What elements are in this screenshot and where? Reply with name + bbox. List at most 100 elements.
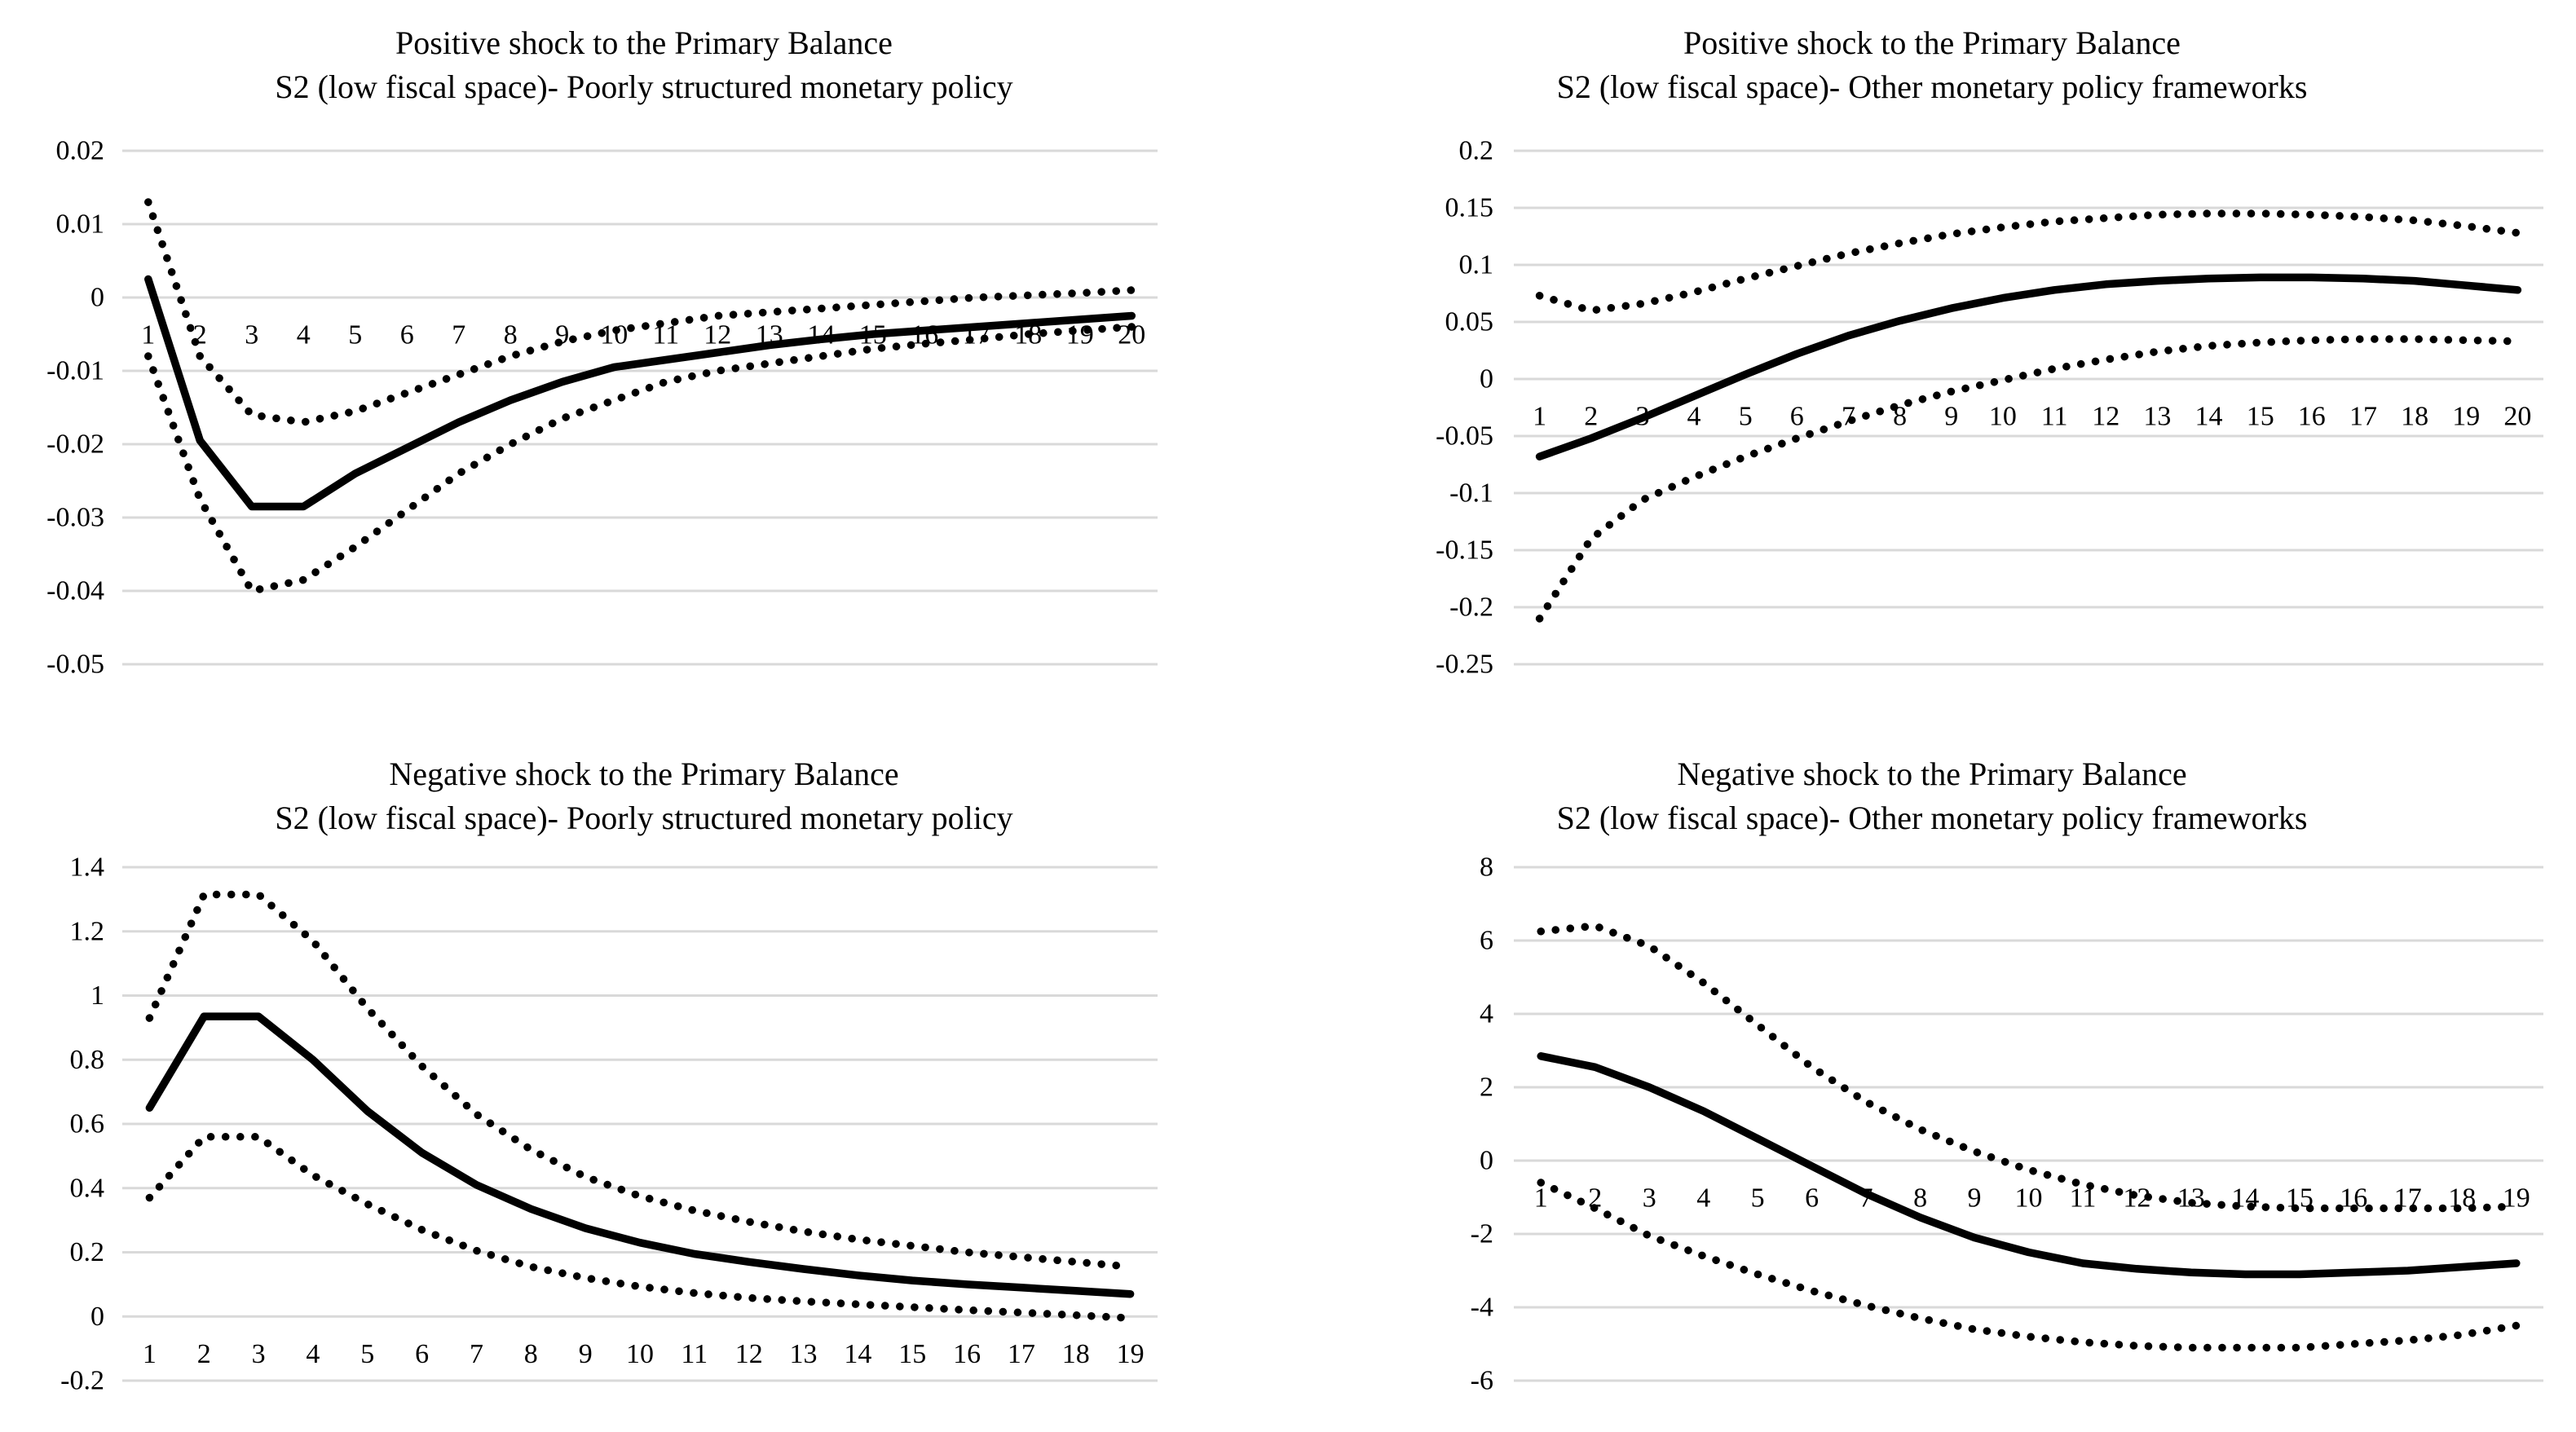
x-axis-tick-label: 8: [524, 1339, 538, 1369]
series-upper-confidence-band: [1537, 922, 2521, 1213]
x-axis-tick-label: 10: [1989, 402, 2017, 432]
y-axis-tick-label: 1: [90, 980, 104, 1011]
x-axis-tick-label: 18: [1062, 1339, 1090, 1369]
x-axis-tick-label: 11: [681, 1339, 708, 1369]
x-axis-tick-label: 15: [898, 1339, 926, 1369]
y-axis-tick-label: 0: [1480, 1146, 1493, 1176]
plot-area: 1.41.210.80.60.40.20-0.21 2 3 4 5 6 7 8 9 10 11 12 1…: [60, 853, 1158, 1396]
y-axis-tick-label: -0.25: [1436, 650, 1493, 680]
x-axis-tick-label: 16: [953, 1339, 981, 1369]
series-lower-confidence-band: [1537, 1179, 2521, 1352]
x-axis-tick-label: 11: [2041, 402, 2068, 432]
y-axis-tick-label: 0: [90, 283, 104, 313]
series-impulse-response: [1537, 1052, 2521, 1279]
x-axis-tick-label: 19: [1066, 320, 1094, 350]
x-axis-tick-label: 4: [297, 320, 311, 350]
x-axis-tick-label: 7: [470, 1339, 483, 1369]
x-axis-tick-label: 14: [2195, 402, 2223, 432]
y-axis-tick-label: 1.2: [70, 916, 105, 946]
series-impulse-response: [144, 275, 1136, 511]
plot-area: 0.20.150.10.050-0.05-0.1-0.15-0.2-0.251 2…: [1436, 136, 2543, 680]
y-axis-tick-label: 6: [1480, 926, 1493, 956]
chart-title-line1: Negative shock to the Primary Balance: [1677, 756, 2187, 792]
y-axis-tick-label: -4: [1471, 1293, 1493, 1323]
series-upper-confidence-band: [144, 198, 1136, 426]
x-axis-tick-label: 13: [2177, 1183, 2205, 1214]
x-axis-tick-label: 19: [1117, 1339, 1145, 1369]
y-axis-tick-label: 4: [1480, 999, 1493, 1029]
chart-title-line2: S2 (low fiscal space)- Other monetary po…: [1556, 800, 2308, 836]
x-axis-tick-label: 9: [1968, 1183, 1982, 1214]
chart-positive-shock-other-frameworks: Positive shock to the Primary Balance S2…: [1288, 0, 2576, 716]
x-axis-tick-label: 17: [1008, 1339, 1035, 1369]
y-axis-tick-label: 0.1: [1459, 250, 1494, 280]
x-axis-tick-label: 4: [306, 1339, 320, 1369]
x-axis-tick-label: 8: [504, 320, 518, 350]
y-axis-tick-label: -0.1: [1449, 478, 1493, 509]
y-axis-tick-label: -2: [1471, 1219, 1493, 1249]
series-lower-confidence-band: [144, 323, 1136, 595]
chart-negative-shock-poorly-structured: Negative shock to the Primary Balance S2…: [0, 716, 1288, 1432]
chart-title-line1: Positive shock to the Primary Balance: [1683, 24, 2181, 61]
x-axis-tick-label: 5: [1739, 402, 1753, 432]
chart-title-line1: Positive shock to the Primary Balance: [395, 24, 893, 61]
x-axis-tick-label: 9: [1944, 402, 1958, 432]
y-axis-tick-label: 0.15: [1445, 193, 1494, 223]
y-axis-tick-label: 0.02: [56, 136, 105, 166]
series-lower-confidence-band: [1535, 335, 2522, 623]
x-axis-tick-label: 5: [348, 320, 362, 350]
y-axis-tick-label: -0.02: [46, 430, 104, 460]
chart-title-line2: S2 (low fiscal space)- Poorly structured…: [275, 800, 1013, 836]
x-axis-tick-label: 6: [1805, 1183, 1819, 1214]
x-axis-tick-label: 20: [2503, 402, 2531, 432]
chart-title: Positive shock to the Primary Balance S2…: [1288, 21, 2576, 109]
x-axis-tick-label: 5: [1751, 1183, 1765, 1214]
x-axis-tick-label: 6: [415, 1339, 429, 1369]
x-axis-tick-label: 1: [1533, 402, 1546, 432]
y-axis-tick-label: -0.2: [60, 1366, 104, 1396]
y-axis-tick-label: 0.2: [1459, 136, 1494, 166]
y-axis-tick-label: -0.05: [46, 650, 104, 680]
x-axis-tick-label: 10: [2015, 1183, 2043, 1214]
x-axis-tick-label: 10: [626, 1339, 654, 1369]
series-upper-confidence-band: [1535, 209, 2522, 315]
y-axis-tick-label: 0.6: [70, 1109, 105, 1139]
y-axis-tick-label: 2: [1480, 1073, 1493, 1103]
x-axis-tick-label: 12: [704, 320, 731, 350]
x-axis-tick-label: 18: [2401, 402, 2428, 432]
x-axis-tick-label: 12: [735, 1339, 763, 1369]
y-axis-tick-label: 0: [1480, 364, 1493, 394]
y-axis-tick-label: 0.01: [56, 209, 105, 240]
chart-negative-shock-other-frameworks: Negative shock to the Primary Balance S2…: [1288, 716, 2576, 1432]
y-axis-tick-label: 8: [1480, 853, 1493, 883]
chart-title: Negative shock to the Primary Balance S2…: [1288, 752, 2576, 840]
x-axis-tick-label: 19: [2452, 402, 2480, 432]
x-axis-tick-label: 1: [141, 320, 155, 350]
series-impulse-response: [145, 1012, 1135, 1298]
y-axis-tick-label: 0.4: [70, 1173, 105, 1203]
x-axis-tick-label: 6: [1790, 402, 1804, 432]
x-axis-tick-label: 1: [1534, 1183, 1548, 1214]
chart-positive-shock-poorly-structured: Positive shock to the Primary Balance S2…: [0, 0, 1288, 716]
y-axis-tick-label: -6: [1471, 1366, 1493, 1396]
y-axis-tick-label: 0: [90, 1302, 104, 1332]
series-upper-confidence-band: [145, 890, 1135, 1271]
y-axis-tick-label: 0.8: [70, 1045, 105, 1075]
y-axis-tick-label: -0.03: [46, 503, 104, 533]
x-axis-tick-label: 4: [1696, 1183, 1710, 1214]
x-axis-tick-label: 7: [1842, 402, 1855, 432]
chart-title: Positive shock to the Primary Balance S2…: [0, 21, 1288, 109]
y-axis-tick-label: 0.05: [1445, 307, 1494, 337]
x-axis-tick-label: 16: [2298, 402, 2326, 432]
series-impulse-response: [1535, 273, 2522, 460]
x-axis-tick-label: 15: [2247, 402, 2274, 432]
x-axis-tick-label: 5: [360, 1339, 374, 1369]
x-axis-tick-label: 17: [2349, 402, 2377, 432]
x-axis-tick-label: 14: [844, 1339, 871, 1369]
y-axis-tick-label: -0.05: [1436, 421, 1493, 452]
series-lower-confidence-band: [145, 1133, 1135, 1322]
x-axis-tick-label: 12: [2092, 402, 2119, 432]
chart-title-line1: Negative shock to the Primary Balance: [389, 756, 899, 792]
